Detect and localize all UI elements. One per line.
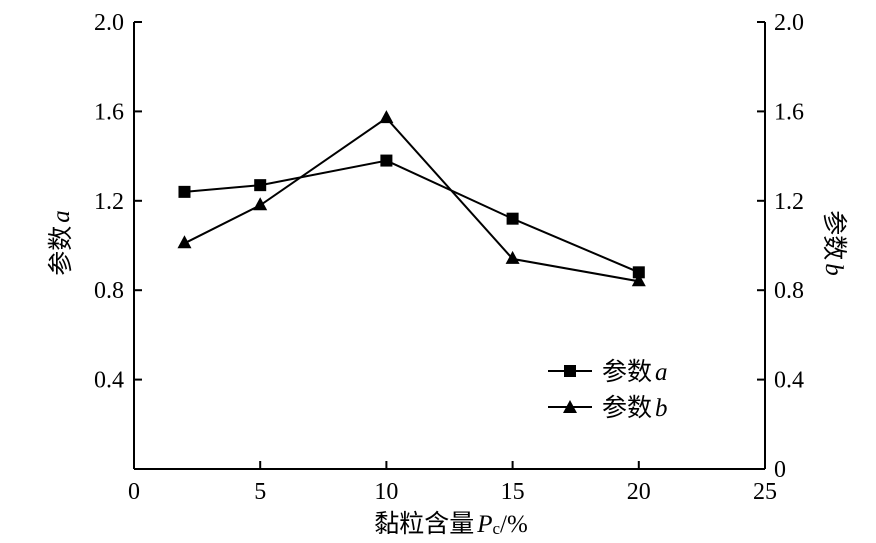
data-point-triangle — [505, 250, 520, 264]
y-tick-label-left: 0.4 — [94, 368, 124, 394]
ticks: 0 5 10 15 20 25 0.4 0.8 1.2 1.6 2.0 0 0.4 0.8 1.2 1.6 2.… — [94, 10, 804, 505]
y-tick-label-right: 0.8 — [774, 278, 804, 304]
y-tick-label-right: 0 — [774, 457, 786, 483]
legend-marker-square — [564, 365, 576, 377]
data-point-triangle — [177, 235, 192, 249]
data-point-square — [632, 266, 645, 279]
y-axis-title-right: 参数b — [820, 210, 848, 276]
x-tick-label: 15 — [501, 479, 525, 505]
axes — [133, 22, 766, 470]
legend-label-a: 参数 a — [602, 358, 668, 386]
series-layer — [177, 110, 646, 287]
data-point-triangle — [379, 110, 394, 124]
y-tick-label-right: 1.6 — [774, 99, 804, 125]
axis-titles: 黏粒含量 Pc/% 参数a 参数b — [47, 210, 848, 538]
legend-label-b: 参数 b — [602, 394, 668, 422]
y-tick-label-right: 0.4 — [774, 368, 804, 394]
y-axis-title-left: 参数a — [47, 210, 75, 276]
y-tick-label-left: 0.8 — [94, 278, 124, 304]
y-tick-label-right: 2.0 — [774, 10, 804, 36]
x-tick-label: 0 — [128, 479, 140, 505]
legend-item-b: 参数 b — [548, 394, 668, 422]
x-tick-label: 25 — [753, 479, 777, 505]
legend: 参数 a 参数 b — [548, 358, 668, 422]
x-tick-label: 20 — [627, 479, 651, 505]
data-point-triangle — [631, 273, 646, 287]
y-tick-label-left: 2.0 — [94, 10, 124, 36]
x-tick-label: 5 — [254, 479, 266, 505]
series-line-b — [184, 116, 639, 283]
data-point-square — [380, 154, 393, 167]
y-tick-label-left: 1.2 — [94, 189, 124, 215]
data-point-square — [178, 185, 191, 198]
data-point-triangle — [253, 197, 268, 211]
data-point-square — [506, 212, 519, 225]
legend-marker-triangle — [563, 400, 577, 413]
data-point-square — [254, 179, 267, 192]
legend-item-a: 参数 a — [548, 358, 668, 386]
x-tick-label: 10 — [374, 479, 398, 505]
y-tick-label-right: 1.2 — [774, 189, 804, 215]
series-line-a — [184, 159, 640, 274]
x-axis-title: 黏粒含量 Pc/% — [374, 510, 528, 538]
y-tick-label-left: 1.6 — [94, 99, 124, 125]
